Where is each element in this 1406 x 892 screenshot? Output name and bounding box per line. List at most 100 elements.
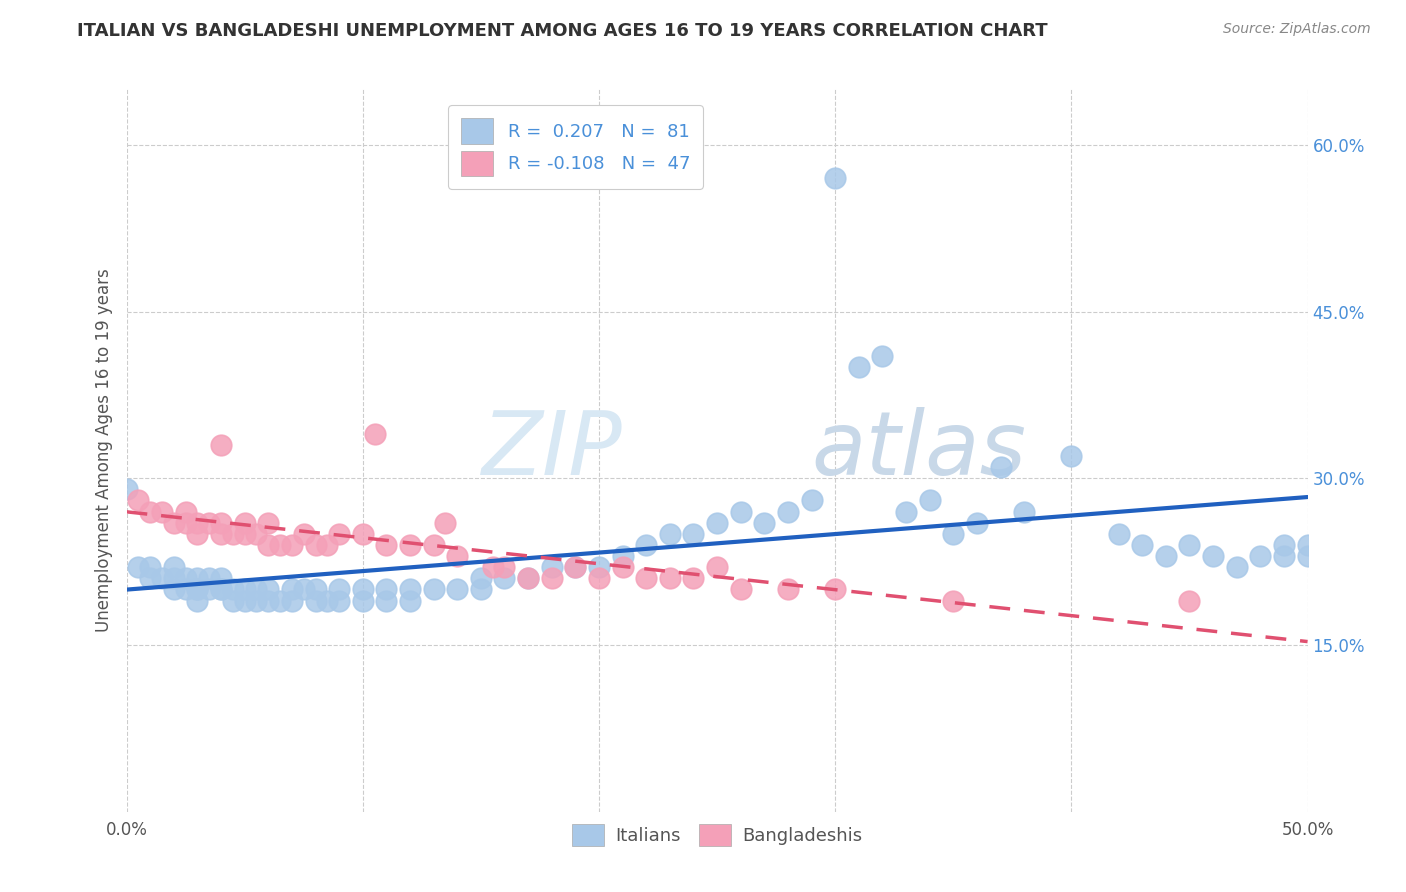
Point: [233, 516, 256, 530]
Point: [186, 526, 208, 541]
Point: [233, 582, 256, 597]
Point: [257, 538, 280, 552]
Point: [328, 593, 350, 607]
Point: [115, 483, 138, 497]
Point: [209, 526, 232, 541]
Point: [399, 538, 422, 552]
Point: [139, 571, 162, 585]
Y-axis label: Unemployment Among Ages 16 to 19 years: Unemployment Among Ages 16 to 19 years: [94, 268, 112, 632]
Point: [328, 582, 350, 597]
Point: [198, 582, 221, 597]
Point: [163, 516, 186, 530]
Point: [198, 516, 221, 530]
Point: [706, 516, 728, 530]
Point: [375, 582, 398, 597]
Point: [316, 593, 339, 607]
Point: [588, 560, 610, 574]
Point: [304, 582, 326, 597]
Point: [281, 538, 304, 552]
Point: [730, 582, 752, 597]
Point: [139, 560, 162, 574]
Point: [139, 505, 162, 519]
Point: [245, 582, 267, 597]
Point: [209, 571, 232, 585]
Point: [540, 560, 562, 574]
Point: [682, 571, 704, 585]
Point: [470, 582, 492, 597]
Point: [292, 526, 315, 541]
Point: [150, 571, 173, 585]
Point: [399, 593, 422, 607]
Point: [848, 360, 870, 375]
Point: [304, 593, 326, 607]
Point: [1178, 538, 1201, 552]
Point: [233, 593, 256, 607]
Point: [186, 593, 208, 607]
Point: [434, 516, 457, 530]
Point: [1296, 538, 1319, 552]
Point: [209, 516, 232, 530]
Point: [1296, 549, 1319, 563]
Point: [588, 571, 610, 585]
Point: [1012, 505, 1035, 519]
Point: [1154, 549, 1177, 563]
Point: [1130, 538, 1153, 552]
Point: [470, 571, 492, 585]
Point: [564, 560, 586, 574]
Point: [245, 593, 267, 607]
Point: [186, 516, 208, 530]
Point: [209, 582, 232, 597]
Point: [209, 582, 232, 597]
Point: [363, 426, 385, 441]
Point: [257, 593, 280, 607]
Point: [446, 549, 468, 563]
Point: [186, 582, 208, 597]
Point: [292, 582, 315, 597]
Point: [540, 571, 562, 585]
Point: [1202, 549, 1225, 563]
Point: [316, 538, 339, 552]
Point: [127, 493, 149, 508]
Point: [1178, 593, 1201, 607]
Point: [636, 571, 658, 585]
Point: [245, 526, 267, 541]
Point: [966, 516, 988, 530]
Text: Source: ZipAtlas.com: Source: ZipAtlas.com: [1223, 22, 1371, 37]
Point: [481, 560, 503, 574]
Point: [494, 560, 516, 574]
Point: [658, 526, 681, 541]
Point: [730, 505, 752, 519]
Point: [1272, 538, 1295, 552]
Point: [222, 582, 245, 597]
Point: [517, 571, 540, 585]
Point: [754, 516, 776, 530]
Point: [281, 593, 304, 607]
Point: [918, 493, 941, 508]
Point: [894, 505, 917, 519]
Point: [269, 538, 291, 552]
Point: [352, 582, 374, 597]
Point: [494, 571, 516, 585]
Point: [800, 493, 823, 508]
Point: [422, 582, 444, 597]
Point: [1226, 560, 1249, 574]
Point: [257, 516, 280, 530]
Point: [1249, 549, 1271, 563]
Point: [257, 582, 280, 597]
Point: [1060, 449, 1083, 463]
Legend: Italians, Bangladeshis: Italians, Bangladeshis: [565, 817, 869, 854]
Point: [612, 549, 634, 563]
Text: atlas: atlas: [811, 408, 1026, 493]
Point: [163, 571, 186, 585]
Point: [233, 526, 256, 541]
Point: [942, 526, 965, 541]
Point: [1272, 549, 1295, 563]
Point: [422, 538, 444, 552]
Point: [186, 582, 208, 597]
Point: [612, 560, 634, 574]
Point: [163, 582, 186, 597]
Point: [658, 571, 681, 585]
Point: [872, 349, 894, 363]
Text: ZIP: ZIP: [482, 408, 623, 493]
Point: [942, 593, 965, 607]
